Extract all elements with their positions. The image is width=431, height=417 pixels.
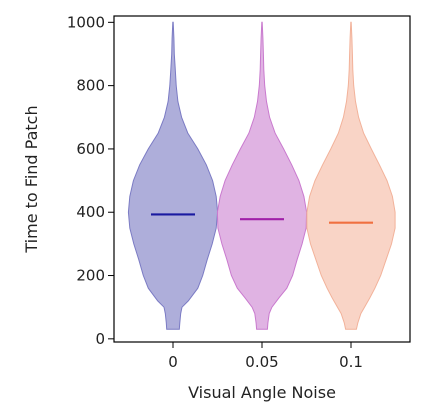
y-axis-ticks: 0 200 400 600 800 1000: [67, 13, 114, 348]
violin-0.05: [216, 21, 308, 330]
violin-0: [127, 21, 219, 330]
y-tick-label-400: 400: [76, 203, 105, 221]
x-tick-label-0.1: 0.1: [339, 353, 363, 371]
y-axis-title: Time to Find Patch: [22, 105, 41, 253]
x-axis-ticks: 0 0.05 0.1: [168, 342, 363, 371]
violins-layer: [127, 21, 396, 330]
medians-layer: [151, 213, 373, 224]
y-tick-label-0: 0: [95, 330, 105, 348]
x-tick-label-0.05: 0.05: [245, 353, 278, 371]
y-tick-label-1000: 1000: [67, 13, 105, 31]
y-tick-label-600: 600: [76, 140, 105, 158]
x-tick-label-0: 0: [168, 353, 178, 371]
violin-0.1: [306, 21, 396, 330]
x-axis-title: Visual Angle Noise: [188, 383, 336, 402]
y-tick-label-800: 800: [76, 77, 105, 95]
y-tick-label-200: 200: [76, 267, 105, 285]
